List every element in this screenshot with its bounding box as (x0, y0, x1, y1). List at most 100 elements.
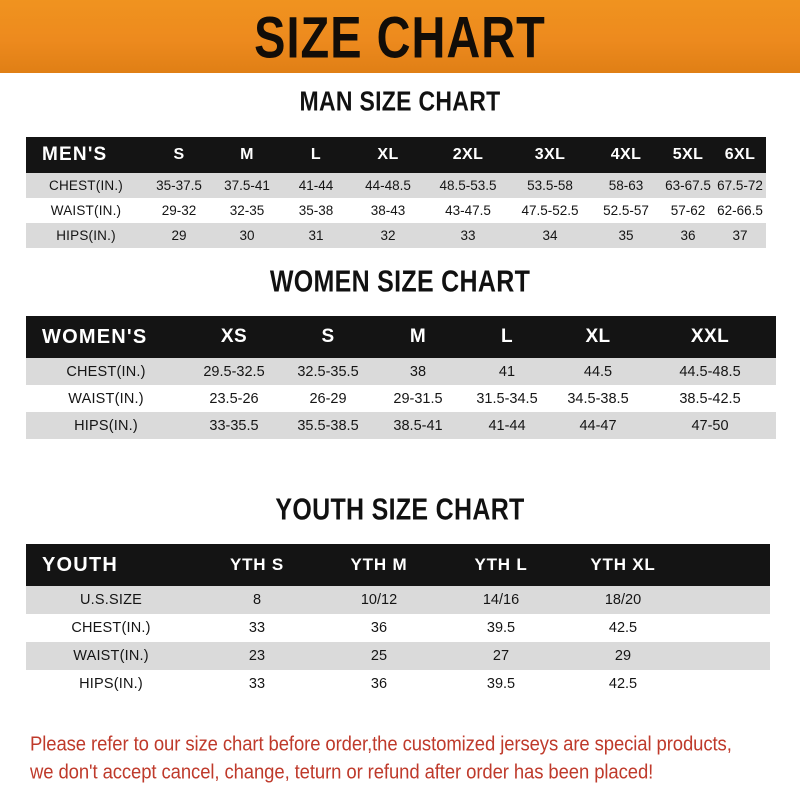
table-cell: 14/16 (440, 586, 562, 614)
table-cell: 62-66.5 (714, 198, 766, 223)
table-cell: 42.5 (562, 614, 684, 642)
table-row: HIPS(IN.) 33 36 39.5 42.5 (26, 670, 770, 698)
table-cell: 52.5-57 (590, 198, 662, 223)
men-row-label-waist: WAIST(IN.) (26, 198, 146, 223)
men-size-header-xl: XL (377, 146, 399, 163)
women-row-label-chest: CHEST(IN.) (26, 358, 186, 385)
table-cell: 44.5-48.5 (644, 358, 776, 385)
table-row: U.S.SIZE 8 10/12 14/16 18/20 (26, 586, 770, 614)
table-cell: 36 (662, 223, 714, 248)
footer-line-1: Please refer to our size chart before or… (30, 732, 732, 755)
table-cell: 41-44 (462, 412, 552, 439)
men-size-header-s: S (173, 146, 185, 163)
table-cell: 44-47 (552, 412, 644, 439)
women-row-label-waist: WAIST(IN.) (26, 385, 186, 412)
men-size-header-3xl: 3XL (534, 146, 566, 163)
table-cell: 35 (590, 223, 662, 248)
table-cell: 39.5 (440, 670, 562, 698)
table-cell: 29 (562, 642, 684, 670)
table-row: WAIST(IN.) 29-32 32-35 35-38 38-43 43-47… (26, 198, 766, 223)
youth-size-header-yth-m: YTH M (350, 555, 408, 574)
table-cell: 33 (196, 670, 318, 698)
table-cell: 29 (146, 223, 212, 248)
youth-section-title: YOUTH SIZE CHART (275, 492, 525, 527)
men-size-header-2xl: 2XL (452, 146, 484, 163)
youth-size-table: YOUTH YTH S YTH M YTH L YTH XL U.S.SIZE … (26, 544, 770, 698)
men-row-label-hips: HIPS(IN.) (26, 223, 146, 248)
table-cell: 10/12 (318, 586, 440, 614)
table-cell: 31 (282, 223, 350, 248)
table-cell: 33-35.5 (186, 412, 282, 439)
men-row-label-header: MEN'S (42, 144, 108, 165)
table-row: CHEST(IN.) 33 36 39.5 42.5 (26, 614, 770, 642)
table-cell: 29.5-32.5 (186, 358, 282, 385)
table-cell: 67.5-72 (714, 173, 766, 198)
men-section-title: MAN SIZE CHART (299, 85, 501, 117)
women-size-header-s: S (321, 326, 335, 347)
table-cell: 38.5-41 (374, 412, 462, 439)
table-cell: 35-37.5 (146, 173, 212, 198)
youth-size-header-yth-s: YTH S (229, 555, 285, 574)
table-row: CHEST(IN.) 29.5-32.5 32.5-35.5 38 41 44.… (26, 358, 776, 385)
table-cell: 44.5 (552, 358, 644, 385)
table-cell: 38 (374, 358, 462, 385)
table-cell: 33 (196, 614, 318, 642)
table-cell: 44-48.5 (350, 173, 426, 198)
table-cell-spacer (684, 614, 770, 642)
youth-row-label-header: YOUTH (42, 553, 118, 576)
men-size-header-5xl: 5XL (672, 146, 704, 163)
page-title: SIZE CHART (254, 3, 546, 70)
youth-row-label-waist: WAIST(IN.) (26, 642, 196, 670)
men-row-label-chest: CHEST(IN.) (26, 173, 146, 198)
table-cell: 23.5-26 (186, 385, 282, 412)
table-cell: 35-38 (282, 198, 350, 223)
table-cell: 53.5-58 (510, 173, 590, 198)
table-cell: 36 (318, 614, 440, 642)
women-size-table: WOMEN'S XS S M L XL XXL CHEST(IN.) 29.5-… (26, 316, 776, 439)
table-cell: 47.5-52.5 (510, 198, 590, 223)
table-row: WAIST(IN.) 23 25 27 29 (26, 642, 770, 670)
footer-disclaimer: Please refer to our size chart before or… (30, 730, 785, 786)
table-cell: 35.5-38.5 (282, 412, 374, 439)
men-table-header-row: MEN'S S M L XL 2XL 3XL 4XL 5XL 6XL (26, 137, 766, 173)
table-cell-spacer (684, 670, 770, 698)
youth-header-spacer (684, 544, 770, 586)
table-cell: 34.5-38.5 (552, 385, 644, 412)
youth-row-label-us-size: U.S.SIZE (26, 586, 196, 614)
table-cell: 23 (196, 642, 318, 670)
table-cell: 33 (426, 223, 510, 248)
women-size-header-m: M (409, 326, 427, 347)
table-cell: 41-44 (282, 173, 350, 198)
table-cell: 47-50 (644, 412, 776, 439)
table-cell: 39.5 (440, 614, 562, 642)
page-banner: SIZE CHART (0, 0, 800, 73)
table-cell: 38-43 (350, 198, 426, 223)
women-table-header-row: WOMEN'S XS S M L XL XXL (26, 316, 776, 358)
men-size-header-m: M (240, 146, 254, 163)
youth-row-label-hips: HIPS(IN.) (26, 670, 196, 698)
table-cell: 34 (510, 223, 590, 248)
youth-table-header-row: YOUTH YTH S YTH M YTH L YTH XL (26, 544, 770, 586)
table-cell: 29-31.5 (374, 385, 462, 412)
table-cell: 37.5-41 (212, 173, 282, 198)
table-cell: 38.5-42.5 (644, 385, 776, 412)
women-size-header-xs: XS (220, 326, 248, 347)
table-cell: 32.5-35.5 (282, 358, 374, 385)
women-size-header-xxl: XXL (690, 326, 730, 347)
table-cell: 42.5 (562, 670, 684, 698)
table-cell: 32 (350, 223, 426, 248)
women-row-label-header: WOMEN'S (42, 325, 148, 348)
table-cell: 8 (196, 586, 318, 614)
table-cell: 18/20 (562, 586, 684, 614)
table-cell: 36 (318, 670, 440, 698)
women-size-header-xl: XL (585, 326, 611, 347)
youth-row-label-chest: CHEST(IN.) (26, 614, 196, 642)
table-cell: 32-35 (212, 198, 282, 223)
table-row: WAIST(IN.) 23.5-26 26-29 29-31.5 31.5-34… (26, 385, 776, 412)
table-cell: 27 (440, 642, 562, 670)
youth-size-header-yth-xl: YTH XL (590, 555, 656, 574)
table-cell-spacer (684, 642, 770, 670)
footer-line-2: we don't accept cancel, change, teturn o… (30, 760, 654, 783)
table-cell: 43-47.5 (426, 198, 510, 223)
